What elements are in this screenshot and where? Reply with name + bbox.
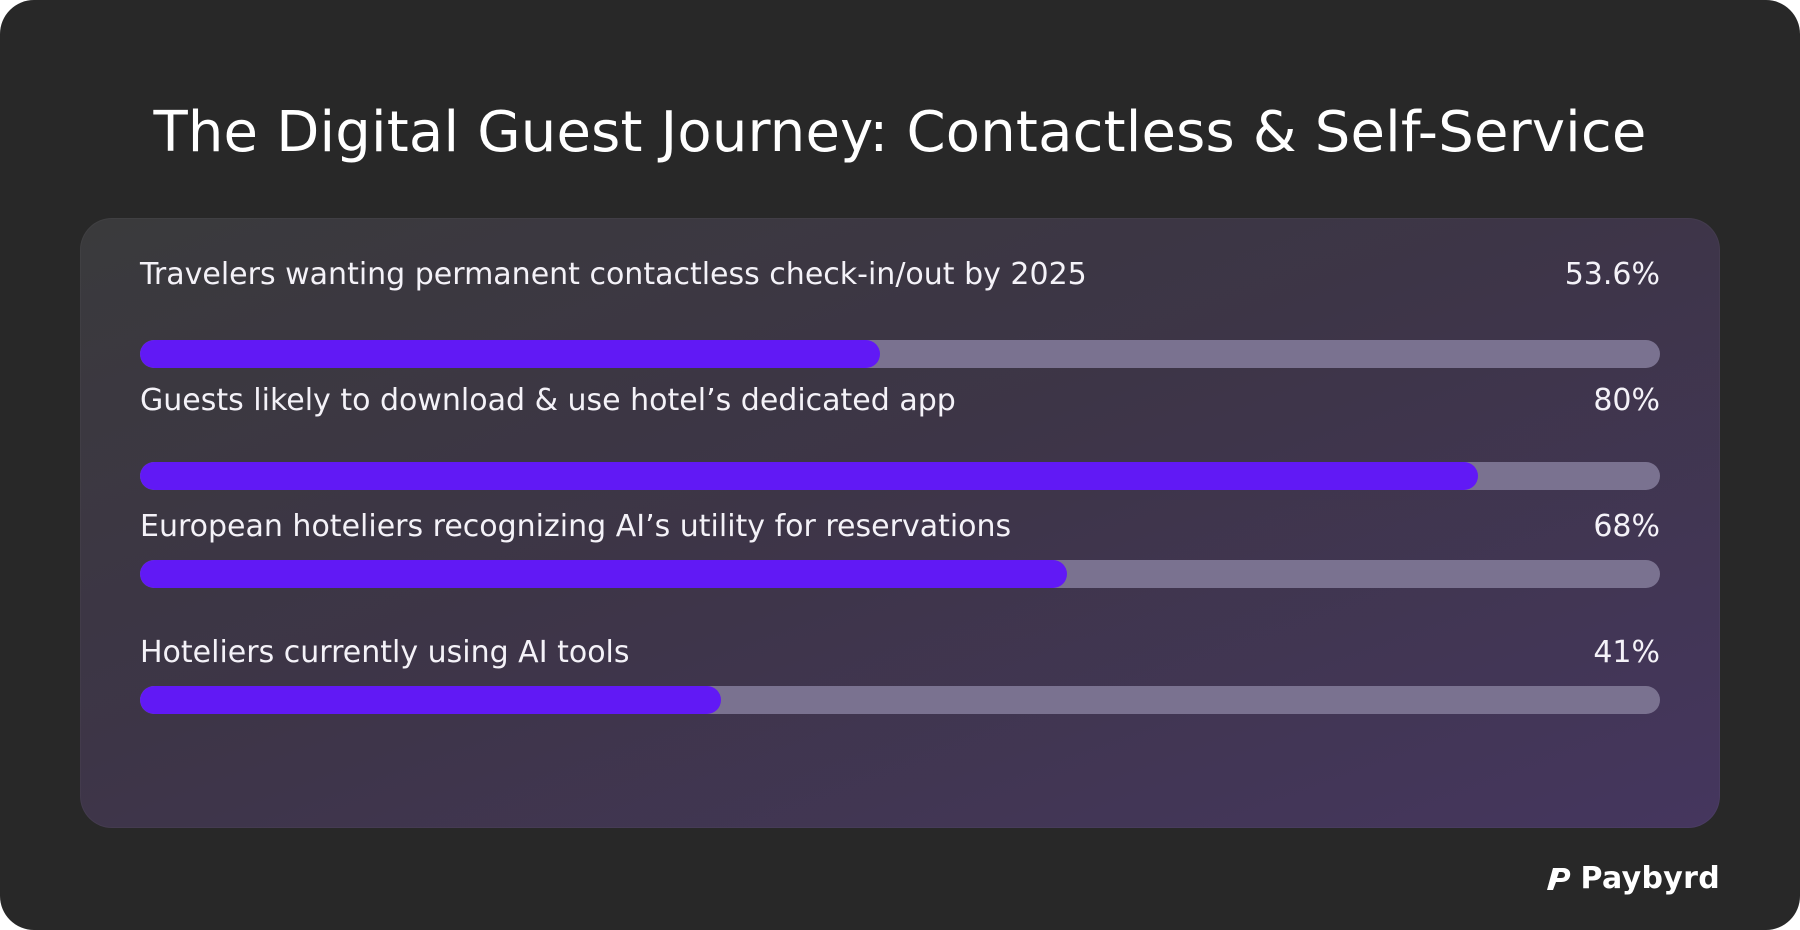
bar-track (140, 560, 1660, 588)
bar-track (140, 340, 1660, 368)
bar-value-label: 68% (1593, 509, 1660, 544)
bar-track (140, 686, 1660, 714)
bar-fill (140, 686, 721, 714)
bar-fill (140, 560, 1067, 588)
bar-category-label: European hoteliers recognizing AI’s util… (140, 509, 1012, 544)
chart-title: The Digital Guest Journey: Contactless &… (153, 100, 1647, 165)
bar-value-label: 80% (1593, 383, 1660, 418)
bar-track (140, 462, 1660, 490)
bar-category-label: Hoteliers currently using AI tools (140, 635, 630, 670)
bar-row: Travelers wanting permanent contactless … (140, 256, 1660, 368)
brand-name: Paybyrd (1580, 861, 1720, 896)
chart-card: Travelers wanting permanent contactless … (80, 218, 1720, 828)
bar-fill (140, 462, 1478, 490)
bar-row: European hoteliers recognizing AI’s util… (140, 508, 1660, 588)
brand-logo: Paybyrd (1543, 861, 1720, 896)
bar-value-label: 41% (1593, 635, 1660, 670)
bar-category-label: Guests likely to download & use hotel’s … (140, 383, 956, 418)
bar-row: Hoteliers currently using AI tools 41% (140, 634, 1660, 714)
bar-fill (140, 340, 880, 368)
bar-category-label: Travelers wanting permanent contactless … (140, 257, 1087, 292)
paybyrd-logo-icon (1546, 867, 1570, 890)
bar-row: Guests likely to download & use hotel’s … (140, 382, 1660, 490)
bar-value-label: 53.6% (1564, 257, 1660, 292)
